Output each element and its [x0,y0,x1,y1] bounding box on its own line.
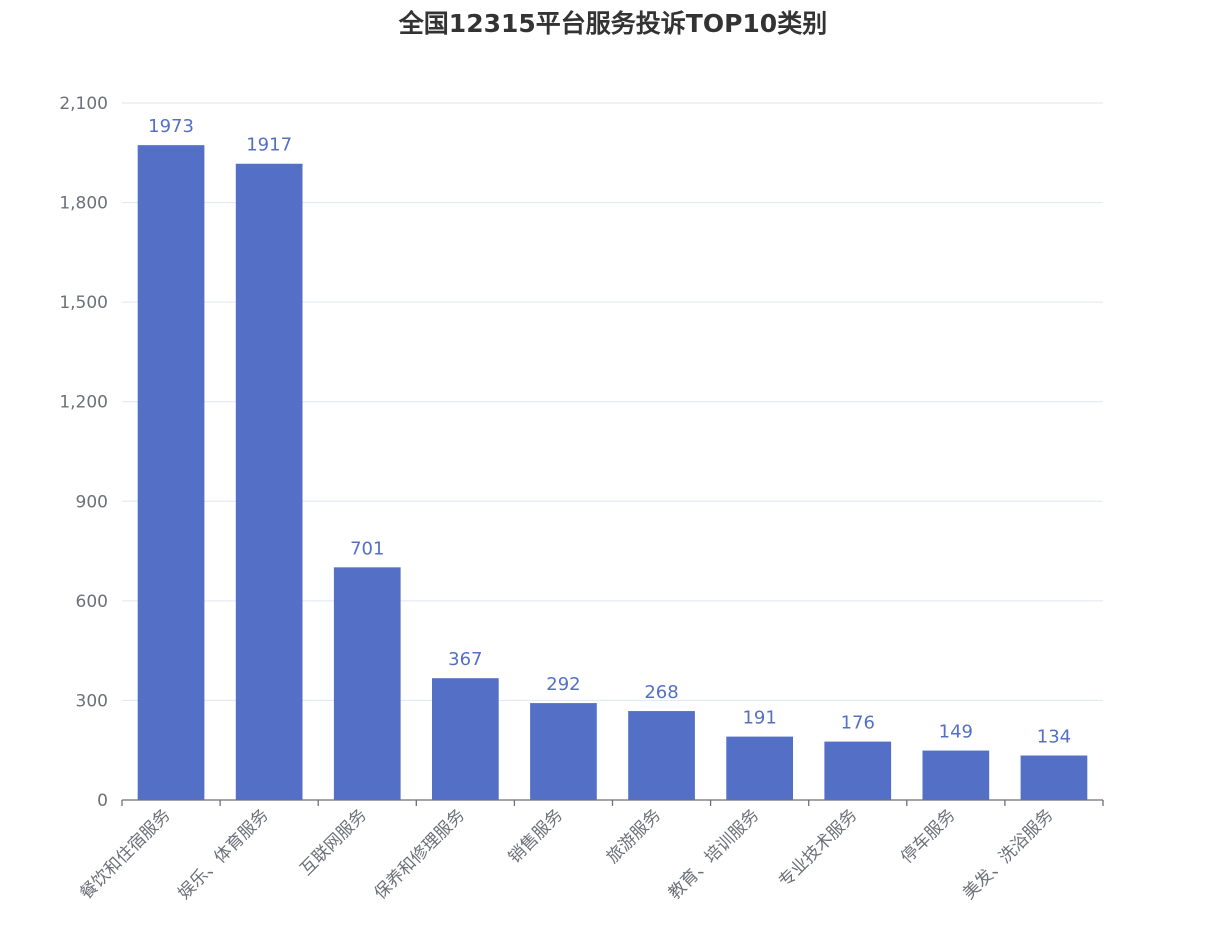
x-tick-label: 娱乐、体育服务 [174,805,272,903]
data-label: 191 [742,708,776,729]
y-tick-label: 300 [76,691,108,711]
chart-title: 全国12315平台服务投诉TOP10类别 [398,9,827,38]
y-tick-label: 2,100 [59,94,108,114]
data-label: 176 [841,713,875,734]
bar[interactable] [530,703,597,800]
bar[interactable] [333,567,401,800]
data-label: 367 [448,649,482,670]
data-label: 1973 [148,116,194,137]
x-tick-label: 销售服务 [505,805,567,867]
x-tick-label: 餐饮和住宿服务 [76,805,174,903]
x-axis: 餐饮和住宿服务 娱乐、体育服务 互联网服务 保养和修理服务 销售服务 旅游服务 教育、培训服… [76,799,1104,904]
bar[interactable] [824,741,892,800]
data-label: 292 [546,674,580,695]
data-label: 134 [1037,727,1071,748]
bar[interactable] [1020,755,1088,800]
bar[interactable] [431,678,499,800]
x-tick-label: 专业技术服务 [775,805,861,891]
y-tick-label: 1,200 [59,393,108,413]
bar[interactable] [235,163,303,800]
x-tick-label: 互联网服务 [297,805,371,879]
data-label: 149 [939,722,973,743]
y-tick-label: 1,800 [59,194,108,214]
data-label: 268 [644,682,678,703]
bar[interactable] [726,736,794,800]
x-tick-label: 停车服务 [897,805,959,867]
y-axis: 0 300 600 900 1,200 1,500 1,800 2,100 [59,94,108,811]
data-label: 701 [350,538,384,559]
y-tick-label: 900 [76,492,108,512]
y-tick-label: 0 [97,791,108,811]
x-tick-label: 教育、培训服务 [665,805,763,903]
y-tick-label: 1,500 [59,293,108,313]
bar[interactable] [137,145,205,800]
data-labels: 1973 1917 701 367 292 268 191 176 149 134 [148,116,1071,747]
data-label: 1917 [246,135,292,156]
bars [137,145,1088,800]
x-tick-label: 美发、洗浴服务 [959,805,1057,903]
x-tick-label: 旅游服务 [603,805,665,867]
x-tick-label: 保养和修理服务 [371,805,469,903]
y-tick-label: 600 [76,592,108,612]
bar[interactable] [922,750,990,800]
bar[interactable] [628,711,695,800]
